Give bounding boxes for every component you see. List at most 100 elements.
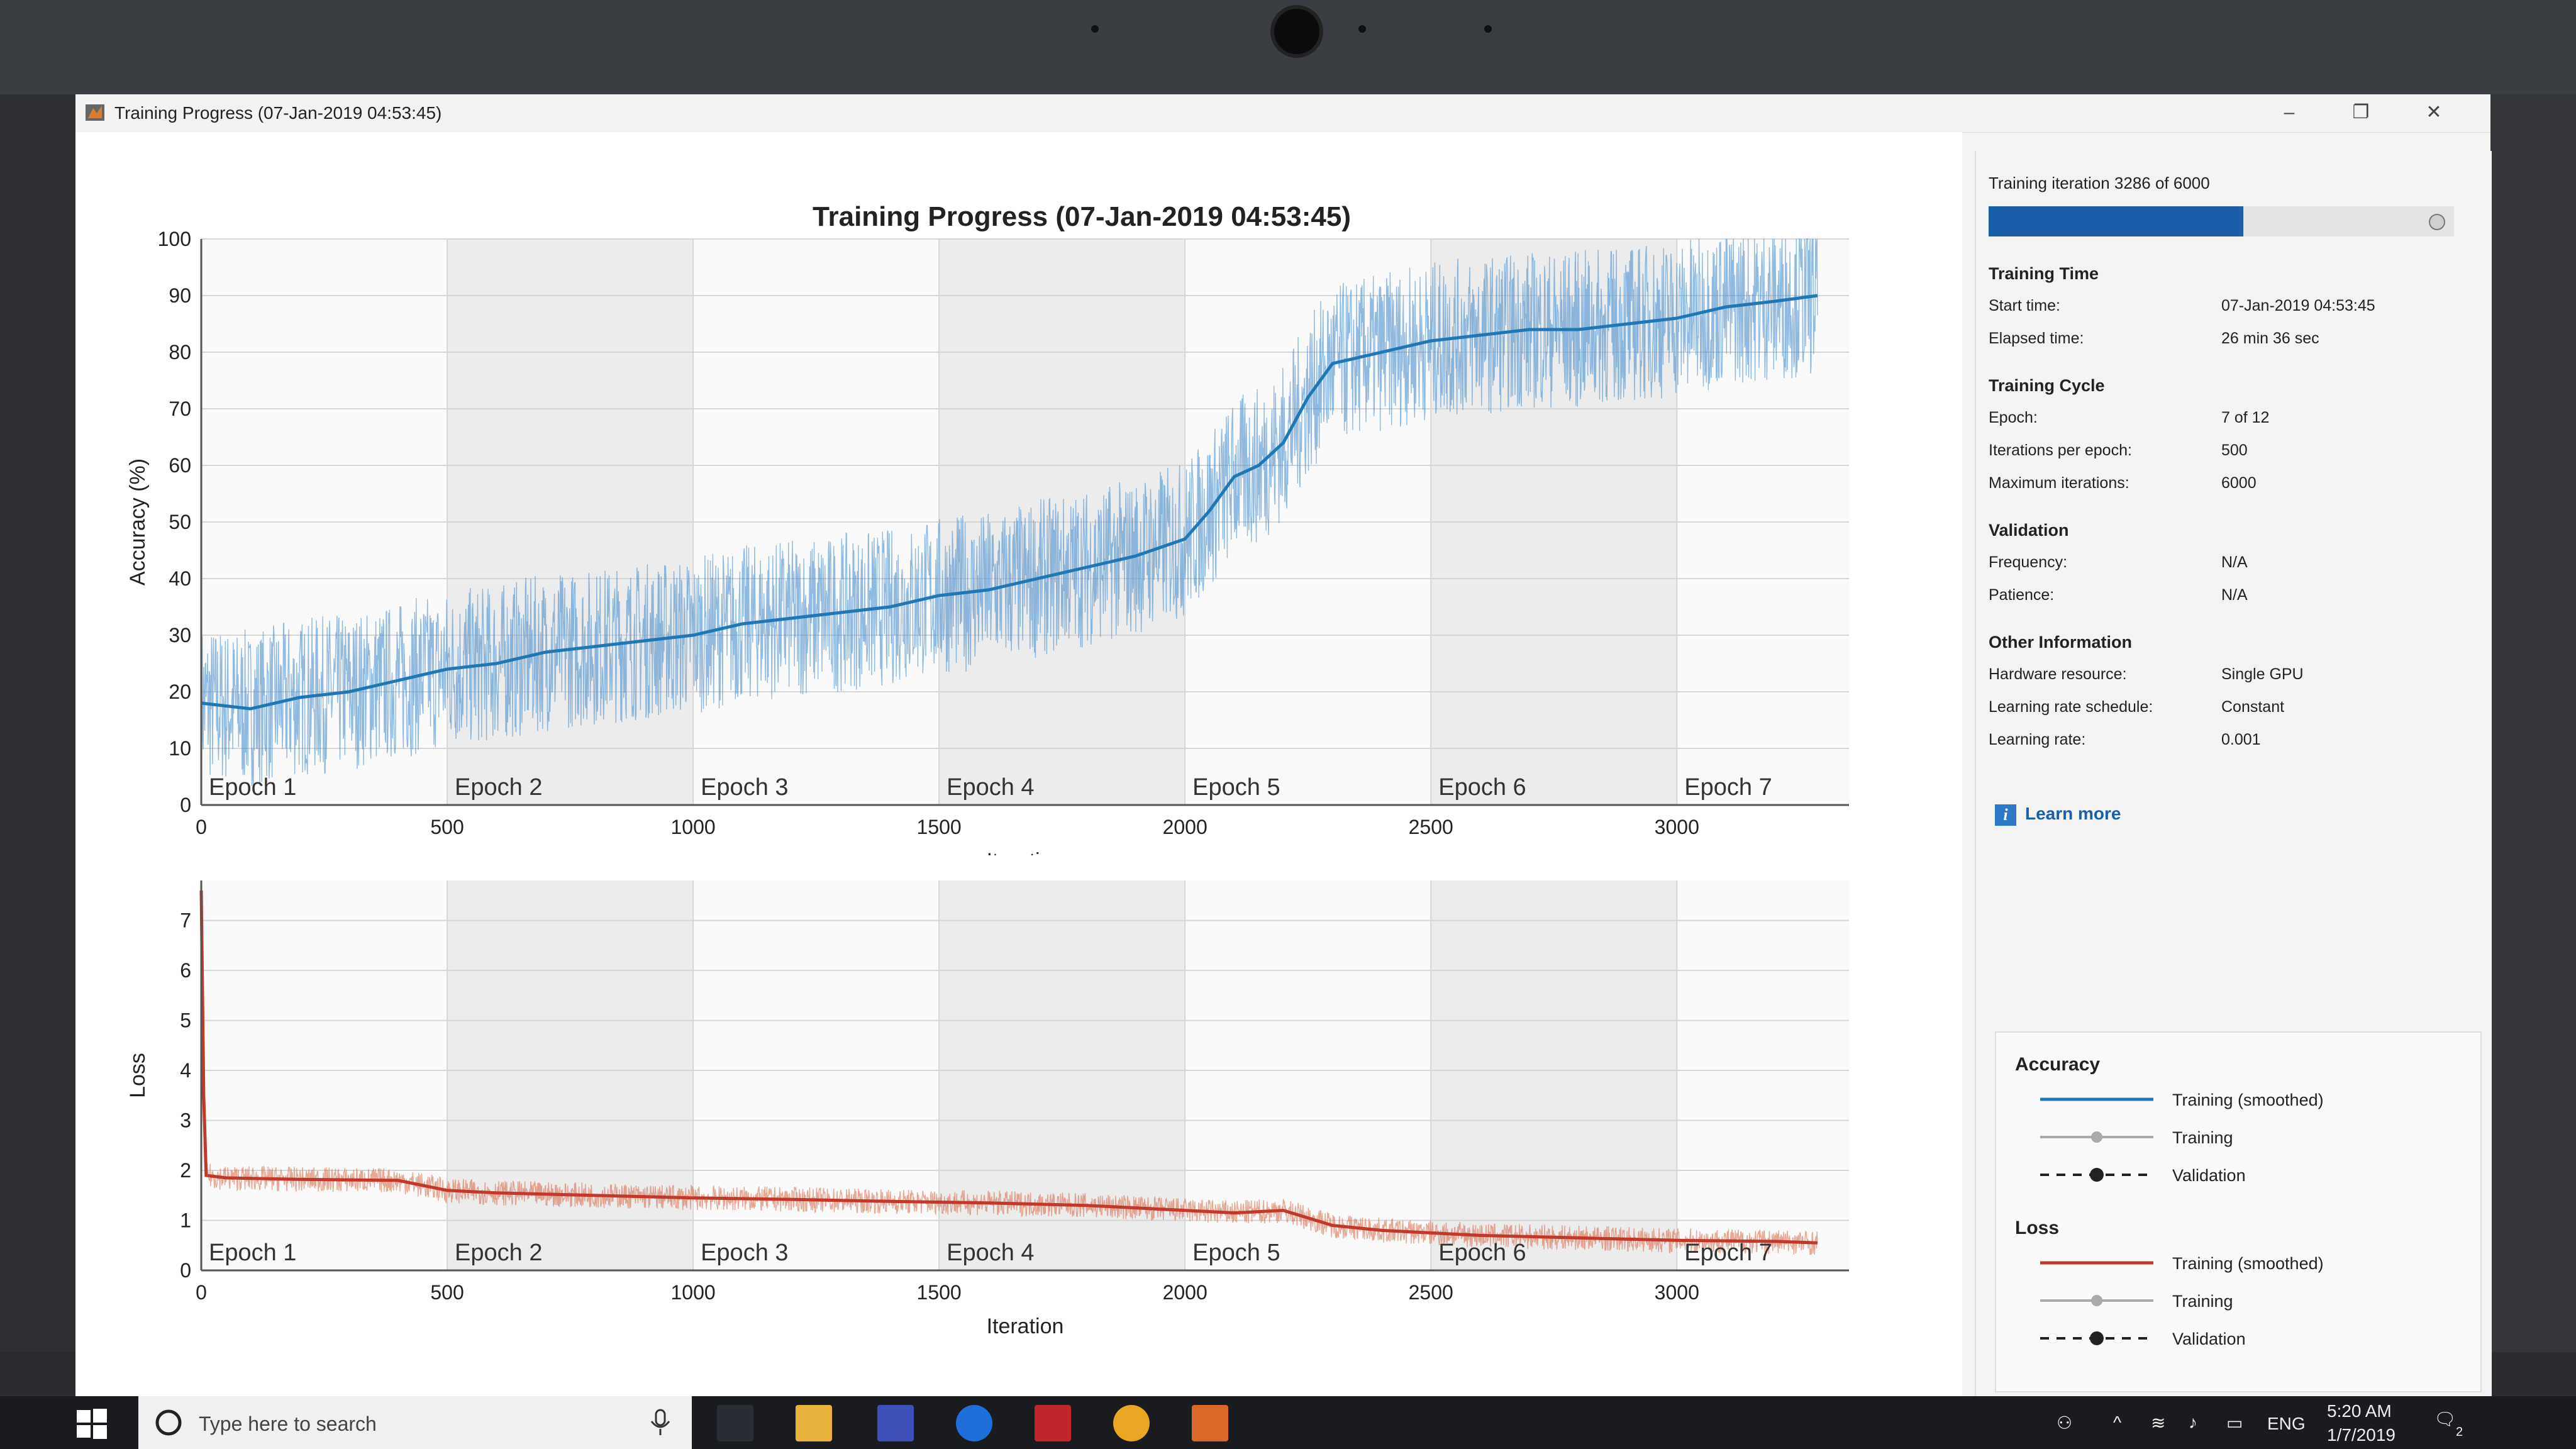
info-label: Start time:	[1989, 297, 2060, 314]
iteration-status: Training iteration 3286 of 6000	[1989, 174, 2210, 192]
epoch-label: Epoch 7	[1684, 1240, 1772, 1266]
y-tick-label: 1	[180, 1209, 191, 1232]
epoch-label: Epoch 6	[1438, 1240, 1526, 1266]
x-tick-label: 2000	[1163, 1281, 1208, 1304]
info-label: Iterations per epoch:	[1989, 441, 2132, 459]
maximize-button[interactable]: ❐	[2352, 102, 2370, 123]
windows-start-icon[interactable]	[75, 1407, 108, 1440]
x-tick-label: 500	[430, 816, 464, 838]
info-label: Epoch:	[1989, 409, 2038, 426]
info-value: 0.001	[2221, 731, 2261, 748]
x-tick-label: 500	[430, 1281, 464, 1304]
legend-marker-training	[2091, 1295, 2102, 1306]
x-tick-label: 1500	[917, 816, 962, 838]
search-icon	[155, 1409, 182, 1436]
bezel-sensor	[1091, 25, 1099, 33]
notification-count: 2	[2456, 1425, 2463, 1439]
store-icon[interactable]	[877, 1405, 914, 1441]
info-label: Learning rate:	[1989, 731, 2086, 748]
legend-graphic: Accuracy Training (smoothed) Training Valid…	[2015, 1054, 2324, 1348]
info-value: Single GPU	[2221, 665, 2304, 683]
legend-label: Training (smoothed)	[2172, 1254, 2324, 1273]
y-tick-label: 100	[158, 228, 191, 250]
monitor-bezel-left	[0, 94, 75, 1352]
section-heading: Training Cycle	[1989, 376, 2105, 395]
y-tick-label: 70	[169, 397, 191, 420]
y-axis-title: Accuracy (%)	[126, 458, 150, 586]
legend-label: Validation	[2172, 1330, 2246, 1348]
loss-chart[interactable]: 0 1 2 3 4 5 6 7 0 500 1000 1500 2000 2500 3000 Epoch 1 E…	[75, 874, 1962, 1390]
x-tick-label: 3000	[1655, 1281, 1699, 1304]
people-icon[interactable]: ⚇	[2057, 1413, 2073, 1433]
y-tick-label: 7	[180, 909, 191, 932]
monitor-bezel-top	[0, 0, 2576, 94]
epoch-band	[939, 880, 1185, 1270]
microphone-icon[interactable]	[648, 1409, 673, 1436]
y-tick-label: 20	[169, 680, 191, 703]
network-icon[interactable]: ≋	[2151, 1413, 2166, 1433]
stop-training-button[interactable]	[2429, 214, 2445, 230]
section-heading: Validation	[1989, 521, 2069, 540]
y-tick-label: 3	[180, 1109, 191, 1132]
notification-icon[interactable]: 🗨	[2434, 1409, 2457, 1429]
matlab-taskbar-icon[interactable]	[1192, 1405, 1228, 1441]
epoch-band	[201, 880, 448, 1270]
epoch-band	[1677, 880, 1849, 1270]
taskbar-search-box[interactable]: Type here to search	[138, 1396, 692, 1449]
learn-more-label: Learn more	[2025, 804, 2121, 823]
title-bar: Training Progress (07-Jan-2019 04:53:45)…	[75, 94, 2490, 133]
legend-marker-validation	[2090, 1168, 2104, 1182]
info-value: 07-Jan-2019 04:53:45	[2221, 297, 2375, 314]
y-tick-label: 80	[169, 341, 191, 364]
mcafee-icon[interactable]	[1035, 1405, 1071, 1441]
info-icon: i	[1995, 804, 2016, 826]
y-tick-label: 90	[169, 284, 191, 307]
y-tick-label: 0	[180, 1259, 191, 1282]
chrome-icon[interactable]	[1113, 1405, 1150, 1441]
monitor-bezel-right	[2490, 94, 2576, 1352]
epoch-label: Epoch 6	[1438, 774, 1526, 801]
epoch-label: Epoch 5	[1192, 1240, 1280, 1266]
volume-icon[interactable]: ♪	[2189, 1413, 2197, 1432]
training-raw-line	[201, 238, 1818, 787]
x-tick-label: 3000	[1655, 816, 1699, 838]
info-value: 6000	[2221, 474, 2257, 492]
info-label: Hardware resource:	[1989, 665, 2127, 683]
x-tick-label: 1000	[670, 1281, 715, 1304]
battery-icon[interactable]: ▭	[2226, 1413, 2243, 1433]
file-explorer-icon[interactable]	[796, 1405, 832, 1441]
legend-label: Training (smoothed)	[2172, 1091, 2324, 1109]
epoch-label: Epoch 7	[1684, 774, 1772, 801]
window-title: Training Progress (07-Jan-2019 04:53:45)	[114, 103, 442, 123]
epoch-label: Epoch 1	[209, 1240, 296, 1266]
training-progress-bar	[1989, 206, 2454, 236]
clock-date[interactable]: 1/7/2019	[2327, 1425, 2396, 1445]
tray-chevron-icon[interactable]: ^	[2113, 1413, 2122, 1432]
minimize-button[interactable]: –	[2284, 102, 2295, 123]
x-tick-label: 2000	[1163, 816, 1208, 838]
search-placeholder: Type here to search	[199, 1413, 377, 1435]
y-tick-label: 50	[169, 511, 191, 533]
y-tick-label: 30	[169, 624, 191, 647]
x-axis-title: Iteration	[987, 849, 1064, 855]
windows-taskbar: Type here to search ⚇ ^ ≋ ♪ ▭ ENG 5:20 A…	[0, 1396, 2576, 1449]
learn-more-link[interactable]: i Learn more	[1995, 804, 2121, 826]
close-button[interactable]: ✕	[2426, 102, 2442, 123]
progress-bar-fill	[1989, 206, 2244, 236]
webcam	[1270, 5, 1323, 58]
y-tick-label: 4	[180, 1059, 191, 1082]
clock-time[interactable]: 5:20 AM	[2327, 1401, 2392, 1421]
legend-marker-validation	[2090, 1331, 2104, 1345]
x-tick-label: 2500	[1409, 816, 1453, 838]
epoch-label: Epoch 4	[947, 774, 1034, 801]
task-view-icon[interactable]	[717, 1405, 753, 1441]
plot-legend: Accuracy Training (smoothed) Training Valid…	[1995, 1031, 2482, 1392]
x-tick-label: 0	[196, 816, 207, 838]
info-label: Elapsed time:	[1989, 330, 2084, 347]
edge-icon[interactable]	[956, 1405, 992, 1441]
info-value: N/A	[2221, 586, 2248, 604]
y-tick-label: 0	[180, 794, 191, 816]
language-indicator[interactable]: ENG	[2267, 1414, 2306, 1433]
legend-marker-training	[2091, 1131, 2102, 1143]
